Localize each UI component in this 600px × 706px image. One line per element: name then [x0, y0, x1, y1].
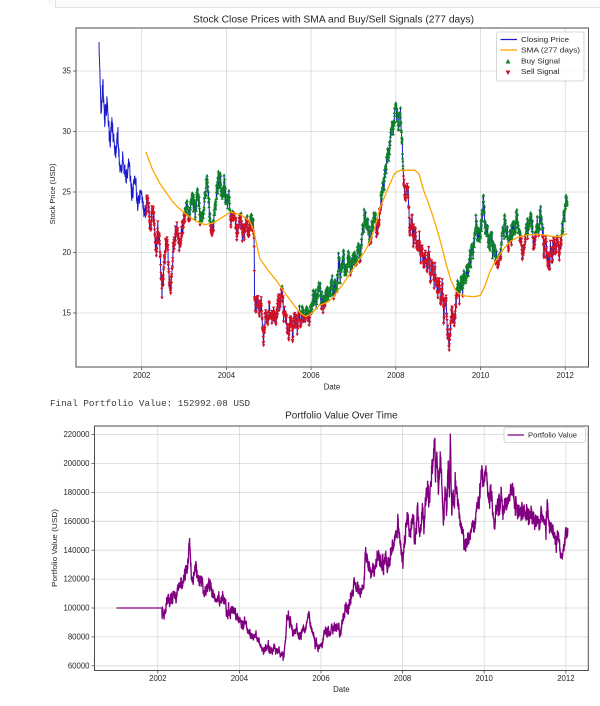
svg-text:Portfolio Value: Portfolio Value — [528, 431, 577, 440]
svg-text:2012: 2012 — [557, 371, 574, 380]
svg-text:2010: 2010 — [476, 674, 494, 683]
svg-text:Final Portfolio Value: 152992.: Final Portfolio Value: 152992.08 USD — [50, 398, 250, 409]
svg-text:2008: 2008 — [387, 371, 404, 380]
svg-text:30: 30 — [62, 127, 71, 136]
svg-text:140000: 140000 — [63, 546, 90, 555]
svg-text:Stock Price (USD): Stock Price (USD) — [48, 163, 57, 224]
svg-text:2012: 2012 — [557, 674, 574, 683]
svg-text:2004: 2004 — [218, 371, 236, 380]
svg-text:35: 35 — [62, 67, 71, 76]
svg-text:Stock Close Prices with SMA an: Stock Close Prices with SMA and Buy/Sell… — [193, 15, 474, 26]
svg-text:15: 15 — [62, 309, 71, 318]
svg-text:Buy Signal: Buy Signal — [521, 57, 560, 66]
svg-text:2006: 2006 — [302, 371, 319, 380]
svg-text:25: 25 — [62, 188, 71, 197]
svg-text:Date: Date — [324, 383, 340, 392]
svg-text:Sell Signal: Sell Signal — [521, 67, 560, 76]
svg-text:60000: 60000 — [68, 661, 90, 670]
svg-text:220000: 220000 — [63, 430, 90, 439]
svg-text:Portfolio Value Over Time: Portfolio Value Over Time — [285, 411, 398, 422]
svg-text:2008: 2008 — [394, 674, 411, 683]
svg-text:2010: 2010 — [472, 371, 490, 380]
svg-text:Date: Date — [333, 685, 349, 694]
svg-text:160000: 160000 — [63, 517, 90, 526]
svg-text:2002: 2002 — [133, 371, 150, 380]
svg-text:200000: 200000 — [63, 459, 90, 468]
svg-text:100000: 100000 — [63, 604, 90, 613]
svg-text:120000: 120000 — [63, 575, 90, 584]
svg-text:180000: 180000 — [63, 488, 90, 497]
svg-text:Closing Price: Closing Price — [521, 35, 569, 44]
svg-text:20: 20 — [62, 248, 71, 257]
svg-text:2006: 2006 — [312, 674, 329, 683]
svg-text:SMA (277 days): SMA (277 days) — [521, 46, 581, 55]
svg-text:Portfolio Value (USD): Portfolio Value (USD) — [50, 509, 59, 587]
svg-text:2002: 2002 — [149, 674, 166, 683]
svg-text:80000: 80000 — [68, 633, 90, 642]
svg-text:2004: 2004 — [231, 674, 249, 683]
